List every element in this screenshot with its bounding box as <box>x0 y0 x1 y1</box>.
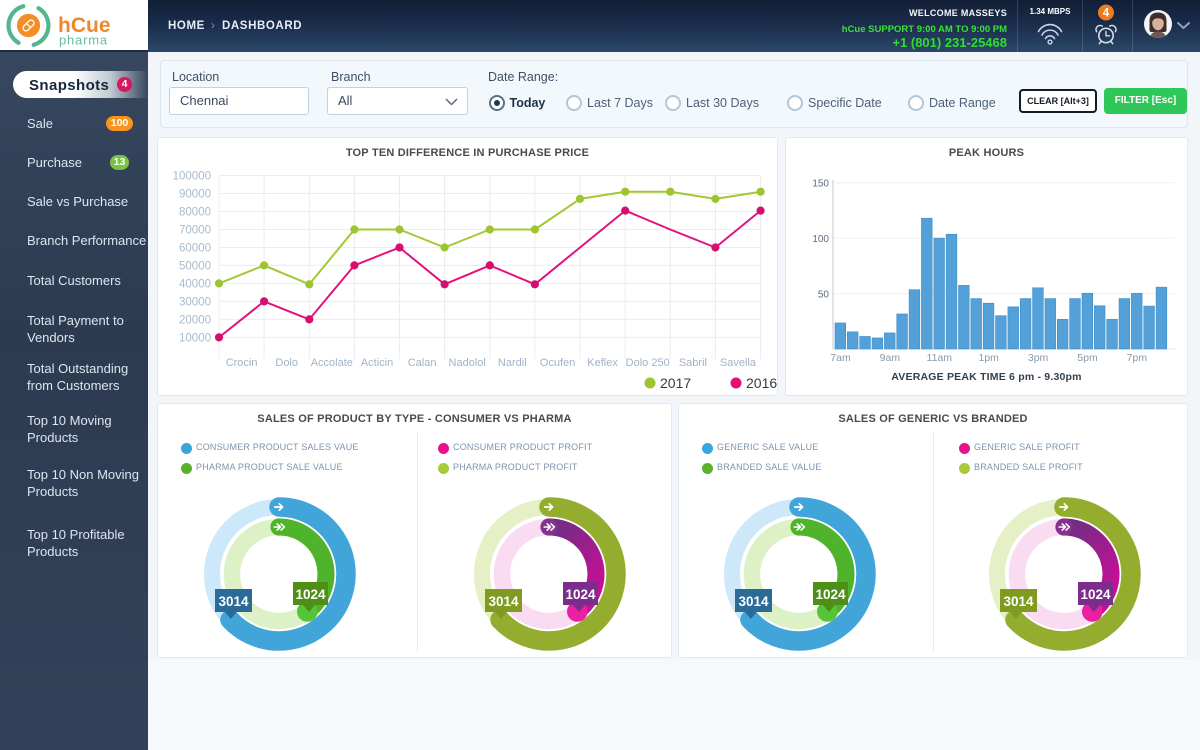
svg-text:3014: 3014 <box>488 594 519 609</box>
svg-text:Accolate: Accolate <box>311 357 353 369</box>
svg-text:100000: 100000 <box>173 171 211 183</box>
svg-text:1024: 1024 <box>1080 587 1111 602</box>
svg-text:Calan: Calan <box>408 357 437 369</box>
svg-text:hCue: hCue <box>58 14 111 37</box>
svg-text:50: 50 <box>818 290 830 301</box>
svg-text:10000: 10000 <box>179 332 211 344</box>
svg-text:7pm: 7pm <box>1127 352 1148 364</box>
svg-text:70000: 70000 <box>179 225 211 237</box>
svg-text:3014: 3014 <box>738 594 769 609</box>
svg-text:4: 4 <box>1103 8 1110 20</box>
svg-text:3pm: 3pm <box>1028 352 1049 364</box>
svg-text:Sabril: Sabril <box>679 357 707 369</box>
svg-text:30000: 30000 <box>179 296 211 308</box>
svg-text:Nardil: Nardil <box>498 357 527 369</box>
svg-text:Dolo 250: Dolo 250 <box>626 357 670 369</box>
svg-text:1024: 1024 <box>815 587 846 602</box>
svg-text:1024: 1024 <box>295 587 326 602</box>
svg-text:9am: 9am <box>880 352 901 364</box>
svg-text:Acticin: Acticin <box>361 357 393 369</box>
svg-text:80000: 80000 <box>179 207 211 219</box>
svg-text:7am: 7am <box>830 352 851 364</box>
svg-text:pharma: pharma <box>59 33 108 48</box>
svg-text:1024: 1024 <box>565 587 596 602</box>
svg-text:100: 100 <box>812 234 829 245</box>
svg-text:3014: 3014 <box>218 594 249 609</box>
svg-text:Crocin: Crocin <box>226 357 258 369</box>
svg-text:5pm: 5pm <box>1077 352 1098 364</box>
svg-text:2017: 2017 <box>660 375 691 391</box>
svg-text:Savella: Savella <box>720 357 757 369</box>
svg-text:Ocufen: Ocufen <box>540 357 575 369</box>
svg-text:Keflex: Keflex <box>587 357 618 369</box>
svg-text:150: 150 <box>812 179 829 190</box>
svg-text:20000: 20000 <box>179 314 211 326</box>
svg-text:3014: 3014 <box>1003 594 1034 609</box>
svg-text:2016: 2016 <box>746 375 777 391</box>
svg-text:40000: 40000 <box>179 278 211 290</box>
svg-text:60000: 60000 <box>179 243 211 255</box>
svg-text:Nadolol: Nadolol <box>449 357 486 369</box>
svg-text:90000: 90000 <box>179 189 211 201</box>
svg-text:1pm: 1pm <box>978 352 999 364</box>
svg-text:11am: 11am <box>927 352 953 364</box>
svg-text:50000: 50000 <box>179 260 211 272</box>
svg-text:Dolo: Dolo <box>275 357 298 369</box>
